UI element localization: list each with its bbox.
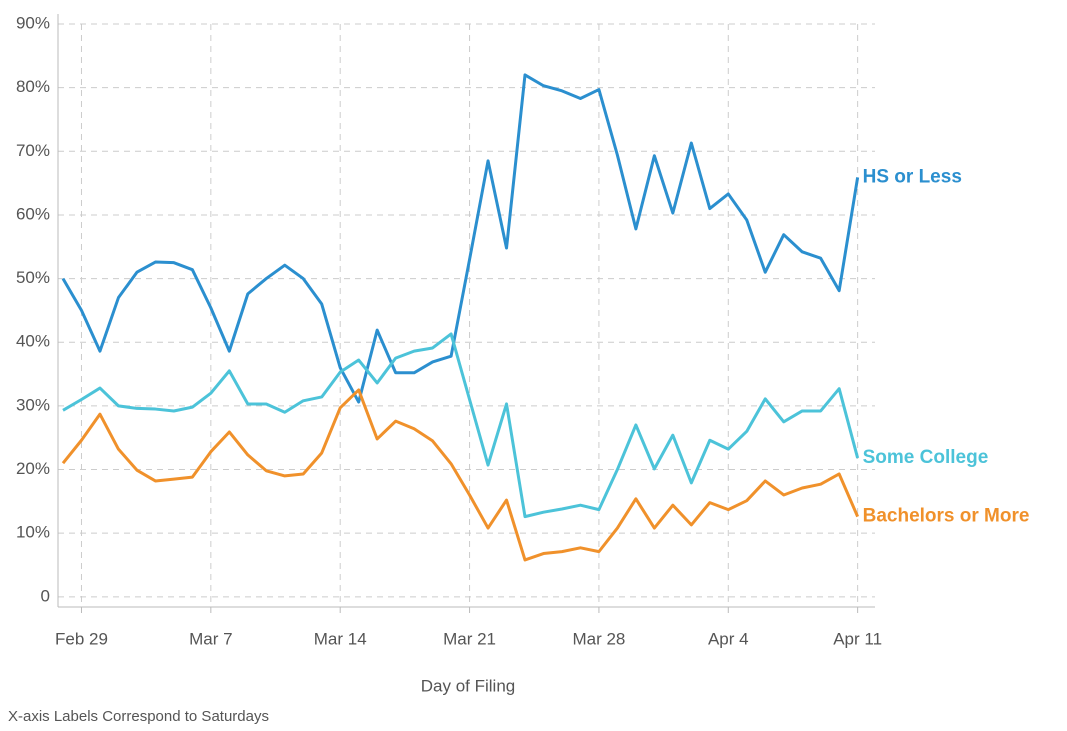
x-tick-label: Mar 21	[443, 629, 496, 648]
y-tick-label: 10%	[16, 523, 50, 542]
x-tick-label: Apr 4	[708, 629, 749, 648]
y-tick-label: 60%	[16, 204, 50, 223]
y-tick-label: 80%	[16, 77, 50, 96]
x-tick-label: Mar 7	[189, 629, 232, 648]
series-label: HS or Less	[863, 166, 962, 187]
line	[61, 388, 860, 562]
y-tick-label: 50%	[16, 268, 50, 287]
line	[61, 73, 860, 404]
y-tick-label: 0	[41, 586, 50, 605]
line	[62, 332, 860, 519]
x-tick-label: Feb 29	[55, 629, 108, 648]
x-tick-label: Mar 28	[572, 629, 625, 648]
y-tick-label: 70%	[16, 141, 50, 160]
note: X-axis Labels Correspond to Saturdays	[8, 708, 269, 725]
x-axis-label: Day of Filing	[421, 676, 515, 695]
y-tick-label: 30%	[16, 395, 50, 414]
y-tick-label: 20%	[16, 459, 50, 478]
series-label: Some College	[863, 447, 989, 468]
y-tick-label: 40%	[16, 332, 50, 351]
x-tick-label: Mar 14	[314, 629, 367, 648]
x-tick-label: Apr 11	[833, 629, 882, 648]
series-label: Bachelors or More	[863, 506, 1030, 527]
y-tick-label: 90%	[16, 13, 50, 32]
